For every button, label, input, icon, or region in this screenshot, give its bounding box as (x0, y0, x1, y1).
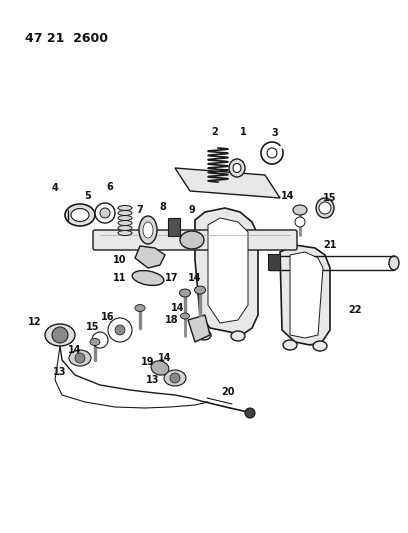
Text: 10: 10 (113, 255, 127, 265)
Circle shape (75, 353, 85, 363)
Text: 16: 16 (101, 312, 115, 322)
Text: 17: 17 (165, 273, 179, 283)
Polygon shape (290, 252, 323, 338)
Circle shape (95, 203, 115, 223)
Text: 14: 14 (171, 303, 185, 313)
Text: 15: 15 (86, 322, 100, 332)
Circle shape (115, 325, 125, 335)
Ellipse shape (118, 211, 132, 215)
Text: 3: 3 (272, 128, 278, 138)
Polygon shape (175, 168, 280, 198)
Text: 9: 9 (188, 205, 195, 215)
Text: 47 21  2600: 47 21 2600 (25, 32, 108, 45)
Ellipse shape (229, 159, 245, 177)
Ellipse shape (65, 204, 95, 226)
Circle shape (267, 148, 277, 158)
Polygon shape (135, 246, 165, 268)
Text: 8: 8 (160, 202, 166, 212)
Ellipse shape (135, 304, 145, 311)
Polygon shape (208, 218, 248, 323)
Text: 4: 4 (52, 183, 58, 193)
Ellipse shape (293, 205, 307, 215)
Circle shape (170, 373, 180, 383)
Bar (268, 254, 280, 270)
Text: 18: 18 (165, 315, 179, 325)
Ellipse shape (389, 256, 399, 270)
Text: 6: 6 (106, 182, 113, 192)
Ellipse shape (139, 216, 157, 244)
Ellipse shape (90, 338, 100, 345)
Ellipse shape (180, 313, 189, 319)
Text: 14: 14 (158, 353, 172, 363)
Text: 19: 19 (141, 357, 155, 367)
Text: 12: 12 (28, 317, 42, 327)
Text: 14: 14 (281, 191, 295, 201)
Text: 5: 5 (84, 191, 91, 201)
Ellipse shape (313, 341, 327, 351)
Ellipse shape (233, 164, 241, 173)
Ellipse shape (316, 198, 334, 218)
Ellipse shape (69, 350, 91, 366)
Circle shape (245, 408, 255, 418)
Text: 20: 20 (221, 387, 235, 397)
Ellipse shape (118, 221, 132, 225)
Text: 7: 7 (137, 205, 143, 215)
Ellipse shape (283, 340, 297, 350)
Ellipse shape (180, 289, 191, 297)
Ellipse shape (143, 222, 153, 238)
Circle shape (100, 208, 110, 218)
Ellipse shape (71, 208, 89, 222)
Text: 21: 21 (323, 240, 337, 250)
Ellipse shape (132, 271, 164, 286)
Circle shape (92, 332, 108, 348)
Bar (168, 218, 180, 236)
FancyBboxPatch shape (93, 230, 297, 250)
Ellipse shape (118, 206, 132, 211)
Polygon shape (188, 315, 210, 342)
Text: 13: 13 (146, 375, 160, 385)
Circle shape (261, 142, 283, 164)
Text: 22: 22 (348, 305, 362, 315)
Text: 14: 14 (68, 345, 82, 355)
Text: 15: 15 (323, 193, 337, 203)
Circle shape (319, 202, 331, 214)
Circle shape (295, 217, 305, 227)
Text: 2: 2 (212, 127, 218, 137)
Ellipse shape (118, 230, 132, 236)
Circle shape (108, 318, 132, 342)
Ellipse shape (197, 330, 211, 340)
Ellipse shape (231, 331, 245, 341)
Text: 1: 1 (239, 127, 246, 137)
Ellipse shape (118, 225, 132, 230)
Ellipse shape (118, 215, 132, 221)
Ellipse shape (180, 231, 204, 249)
Polygon shape (195, 208, 258, 335)
Text: 14: 14 (188, 273, 202, 283)
Text: 13: 13 (53, 367, 67, 377)
Polygon shape (280, 245, 330, 345)
Ellipse shape (45, 324, 75, 346)
Ellipse shape (195, 286, 206, 294)
Text: 11: 11 (113, 273, 127, 283)
Ellipse shape (151, 361, 169, 375)
Circle shape (52, 327, 68, 343)
Ellipse shape (164, 370, 186, 386)
